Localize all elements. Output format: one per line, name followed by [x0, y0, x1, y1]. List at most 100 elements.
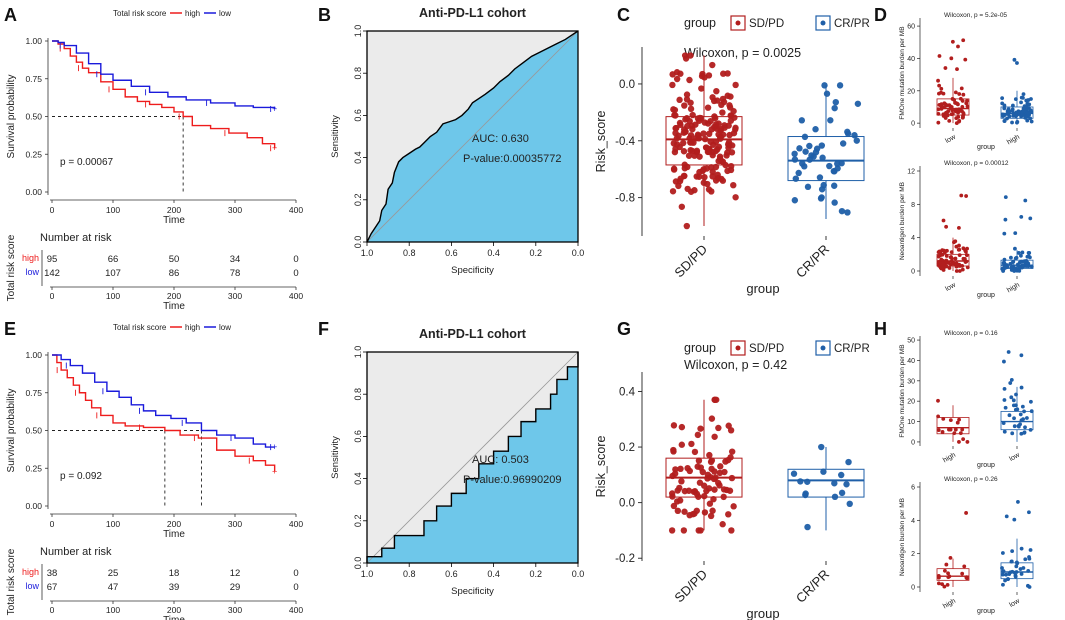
data-point [831, 182, 838, 189]
data-point [693, 173, 700, 180]
risk-count: 0 [293, 268, 298, 279]
y-tick-label: 0.2 [353, 194, 363, 207]
data-point [1010, 120, 1014, 125]
data-point [1028, 108, 1033, 113]
data-point [697, 527, 704, 534]
data-point [717, 463, 724, 470]
x-axis-title: group [977, 144, 995, 151]
data-point [1017, 260, 1022, 265]
data-point [946, 261, 951, 265]
x-tick-label: 200 [167, 519, 181, 529]
x-category-label: CR/PR [793, 567, 832, 606]
plot-frame [366, 351, 579, 564]
data-point [964, 511, 968, 515]
data-point [1029, 399, 1033, 404]
y-tick-label: -0.8 [615, 193, 635, 205]
x-tick-label: 0 [50, 205, 55, 215]
survival-curve-high [52, 354, 276, 472]
data-point [687, 132, 695, 139]
legend-item-SD/PD: SD/PD [749, 18, 784, 30]
data-point [723, 486, 730, 494]
x-category-label: low [944, 281, 957, 293]
y-tick-label: 1.0 [353, 25, 363, 38]
data-point [838, 471, 845, 479]
data-point [942, 248, 946, 253]
data-point [1011, 259, 1016, 264]
data-point [725, 422, 732, 429]
data-point [715, 120, 722, 127]
data-point [726, 131, 733, 139]
x-tick-label: 1.0 [361, 569, 374, 579]
data-point [706, 145, 713, 153]
data-point [681, 508, 688, 515]
x-category-label: high [1006, 134, 1021, 147]
data-point [730, 503, 737, 510]
data-point [700, 166, 707, 173]
y-axis-title: Sensitivity [330, 115, 341, 158]
data-point [936, 398, 940, 403]
data-point [707, 512, 715, 520]
data-point [732, 81, 739, 89]
data-point [725, 139, 733, 146]
roc-curve [366, 30, 579, 243]
risk-count: 142 [44, 268, 60, 279]
data-point [690, 488, 698, 495]
data-point [700, 130, 707, 137]
data-point [1010, 549, 1015, 554]
data-point [670, 502, 678, 510]
data-point [1003, 578, 1007, 583]
data-point [1000, 551, 1005, 555]
risk-count: 0 [293, 254, 298, 265]
risk-count: 86 [169, 268, 180, 279]
data-point [939, 257, 944, 262]
data-point [1012, 416, 1016, 421]
data-point [1021, 92, 1026, 97]
y-tick-label: 0.0 [619, 79, 635, 91]
data-point [691, 448, 699, 456]
data-point [936, 575, 941, 580]
risk-count: 0 [293, 568, 298, 579]
data-point [1014, 255, 1019, 260]
y-tick-label: 0 [911, 439, 915, 446]
data-point [1002, 398, 1007, 402]
y-tick-label: 2 [911, 551, 915, 558]
roc-curve [366, 352, 579, 563]
panel-letter-C: C [617, 5, 630, 25]
data-point [960, 105, 965, 109]
legend-item-CR/PR: CR/PR [834, 343, 870, 355]
data-point [818, 194, 825, 201]
data-point [728, 527, 735, 534]
data-point [698, 85, 705, 92]
data-point [838, 489, 846, 497]
y-tick-label: 0.4 [619, 386, 636, 398]
data-point [965, 246, 969, 251]
y-axis-title: Neoantigen burden per MB [899, 498, 906, 576]
data-point [709, 173, 716, 180]
data-point [711, 123, 718, 131]
data-point [1007, 572, 1012, 577]
y-tick-label: 8 [911, 202, 915, 209]
data-point [723, 152, 730, 159]
data-point [703, 487, 710, 495]
data-point [710, 495, 717, 503]
legend-title: Total risk score [113, 323, 167, 332]
y-tick-label: 0 [911, 269, 915, 276]
data-point [1007, 114, 1012, 119]
censor-end: + [272, 466, 277, 476]
panel-letter-D: D [874, 5, 887, 25]
y-tick-label: 0.50 [25, 426, 42, 436]
x-axis-title: group [977, 462, 995, 469]
data-point [1005, 116, 1009, 121]
data-point [791, 197, 799, 204]
risk-count: 47 [108, 582, 119, 593]
x-tick-label: 300 [228, 205, 242, 215]
data-point [813, 145, 821, 152]
data-point [1013, 407, 1018, 412]
data-point [936, 120, 941, 125]
data-point [1019, 265, 1024, 270]
y-axis-title: Risk_score [594, 111, 608, 173]
data-point [956, 247, 961, 252]
data-point [1017, 111, 1021, 116]
data-point [960, 427, 965, 432]
data-point [804, 523, 811, 531]
